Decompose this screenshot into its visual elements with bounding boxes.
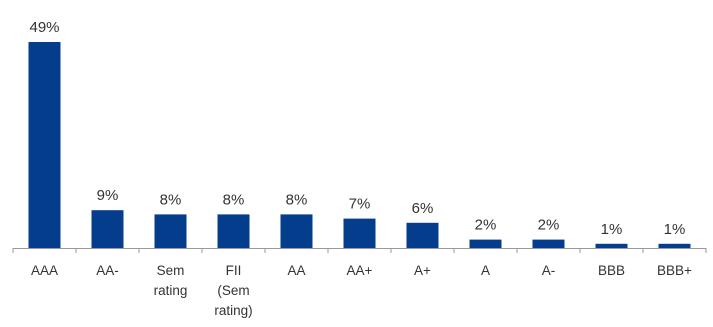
data-label-9: 1%: [601, 221, 623, 238]
data-labels-group: 49% 9% 8% 8% 8% 7% 6% 2% 2% 1% 1%: [29, 19, 685, 238]
data-label-1: 9%: [97, 187, 119, 204]
bars-group: [28, 42, 691, 248]
bar-10: [658, 243, 691, 248]
x-tick-label-0: AAA: [31, 263, 58, 278]
x-axis-ticks-group: [12, 248, 707, 253]
data-label-0: 49%: [29, 19, 59, 36]
x-tick-label-10: BBB+: [657, 263, 692, 278]
x-tick-label-5: AA+: [347, 263, 373, 278]
data-label-3: 8%: [223, 191, 245, 208]
bar-3: [217, 214, 250, 248]
x-tick-label-8: A-: [542, 263, 556, 278]
data-label-8: 2%: [538, 217, 560, 234]
data-label-6: 6%: [412, 200, 434, 217]
bar-6: [406, 222, 439, 248]
bar-9: [595, 243, 628, 248]
x-tick-label-9: BBB: [598, 263, 625, 278]
bar-5: [343, 218, 376, 248]
x-tick-label-6: A+: [414, 263, 431, 278]
data-label-4: 8%: [286, 191, 308, 208]
data-label-7: 2%: [475, 217, 497, 234]
x-tick-label-2: Sem rating: [154, 263, 188, 298]
x-tick-label-4: AA: [287, 263, 305, 278]
bar-8: [532, 239, 565, 248]
bar-2: [154, 214, 187, 248]
x-tick-label-1: AA-: [96, 263, 119, 278]
bar-0: [28, 42, 61, 248]
data-label-10: 1%: [664, 221, 686, 238]
bar-1: [91, 210, 124, 248]
x-tick-label-3: FII (Sem rating): [214, 263, 252, 318]
data-label-2: 8%: [160, 191, 182, 208]
data-label-5: 7%: [349, 196, 371, 213]
x-tick-label-7: A: [481, 263, 490, 278]
bar-4: [280, 214, 313, 248]
bar-7: [469, 239, 502, 248]
